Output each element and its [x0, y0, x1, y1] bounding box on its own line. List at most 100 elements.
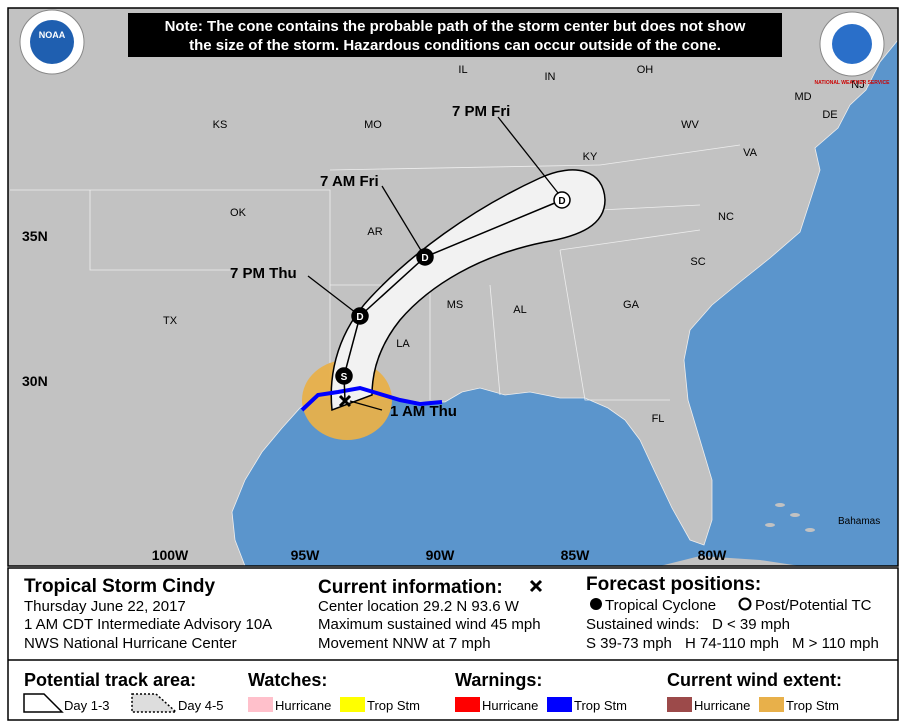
current-symbol — [529, 579, 543, 593]
legend-title: Warnings: — [455, 670, 542, 690]
state-label: AL — [513, 304, 526, 316]
info-line: Center location 29.2 N 93.6 W — [318, 598, 520, 615]
info-line: H 74-110 mph — [685, 635, 779, 652]
leader-line — [497, 116, 563, 199]
lon-label: 95W — [291, 547, 321, 563]
state-label: NJ — [851, 79, 864, 91]
note: Note: The cone contains the probable pat… — [165, 18, 746, 35]
state-border — [89, 190, 230, 271]
state-label: MS — [447, 299, 464, 311]
state-label: FL — [652, 413, 665, 425]
state-label: IN — [545, 71, 556, 83]
place-label: Bahamas — [838, 516, 880, 527]
leader-line — [381, 185, 426, 258]
legend-title: Watches: — [248, 670, 327, 690]
day45-symbol — [131, 693, 178, 713]
forecast-point — [553, 191, 571, 209]
legend-item: Trop Stm — [574, 698, 627, 713]
swatch — [547, 697, 572, 712]
noaa-text: NOAA — [39, 30, 66, 40]
state-label: TX — [163, 315, 178, 327]
state-label: LA — [396, 338, 410, 350]
note-box — [128, 13, 782, 57]
info-line: M > 110 mph — [792, 635, 879, 652]
forecast-point — [335, 367, 353, 385]
state-label: IL — [458, 64, 467, 76]
state-border — [599, 144, 741, 166]
nws-inner — [832, 24, 872, 64]
info-line: 1 AM CDT Intermediate Advisory 10A — [24, 616, 272, 633]
cuba — [660, 556, 800, 566]
point-symbol: D — [356, 312, 363, 323]
noaa-inner — [30, 20, 74, 64]
lon-label: 90W — [426, 547, 456, 563]
legend-title: Potential track area: — [24, 670, 196, 690]
forecast-point — [351, 307, 369, 325]
state-label: SC — [690, 256, 705, 268]
island — [805, 528, 815, 532]
island — [765, 523, 775, 527]
info-line: Tropical Cyclone — [605, 597, 716, 614]
info-line: Sustained winds: — [586, 616, 699, 633]
section-title: Forecast positions: — [586, 574, 761, 595]
legend-item: Hurricane — [482, 698, 538, 713]
legend-item: Trop Stm — [786, 698, 839, 713]
lon-label: 80W — [698, 547, 728, 563]
state-label: MO — [364, 119, 382, 131]
state-label: OK — [230, 207, 247, 219]
swatch — [248, 697, 273, 712]
state-label: KS — [213, 119, 228, 131]
info-line: NWS National Hurricane Center — [24, 635, 237, 652]
forecast-point — [416, 248, 434, 266]
info-line: Post/Potential TC — [755, 597, 872, 614]
legend-item: Trop Stm — [367, 698, 420, 713]
state-label: VA — [743, 147, 758, 159]
state-border — [559, 249, 670, 401]
current-x — [338, 394, 352, 408]
point-symbol: D — [558, 196, 565, 207]
info-line: Movement NNW at 7 mph — [318, 635, 491, 652]
swatch — [759, 697, 784, 712]
info-line: S 39-73 mph — [586, 635, 672, 652]
leader-line — [307, 275, 361, 317]
state-label: OH — [637, 64, 654, 76]
swatch — [340, 697, 365, 712]
state-label: GA — [623, 299, 640, 311]
info-line: Maximum sustained wind 45 mph — [318, 616, 541, 633]
legend-item: Day 1-3 — [64, 698, 110, 713]
lat-label: 30N — [22, 373, 48, 389]
forecast-cone — [330, 169, 606, 412]
state-border — [559, 229, 701, 251]
lon-label: 100W — [152, 547, 189, 563]
state-label: WV — [681, 119, 699, 131]
note: the size of the storm. Hazardous conditi… — [189, 37, 721, 54]
storm-name: Tropical Storm Cindy — [24, 576, 216, 597]
land — [7, 7, 899, 567]
info-line: D < 39 mph — [712, 616, 790, 633]
section-title: Current information: — [318, 577, 503, 598]
state-border — [489, 284, 501, 396]
state-label: AR — [367, 226, 382, 238]
leader-line — [349, 400, 383, 411]
state-label: KY — [583, 151, 598, 163]
state-label: NC — [718, 211, 734, 223]
forecast-time: 1 AM Thu — [390, 403, 457, 420]
day13-symbol — [23, 693, 64, 713]
state-label: DE — [822, 109, 837, 121]
ptc-symbol — [738, 597, 752, 611]
swatch — [455, 697, 480, 712]
tc-symbol — [590, 598, 602, 610]
forecast-time: 7 AM Fri — [320, 173, 379, 190]
forecast-time: 7 PM Thu — [230, 265, 297, 282]
lon-label: 85W — [561, 547, 591, 563]
swatch — [667, 697, 692, 712]
legend-item: Hurricane — [275, 698, 331, 713]
state-border — [599, 204, 701, 211]
island — [775, 503, 785, 507]
forecast-time: 7 PM Fri — [452, 103, 510, 120]
island — [790, 513, 800, 517]
legend-item: Hurricane — [694, 698, 750, 713]
state-label: MD — [794, 91, 811, 103]
